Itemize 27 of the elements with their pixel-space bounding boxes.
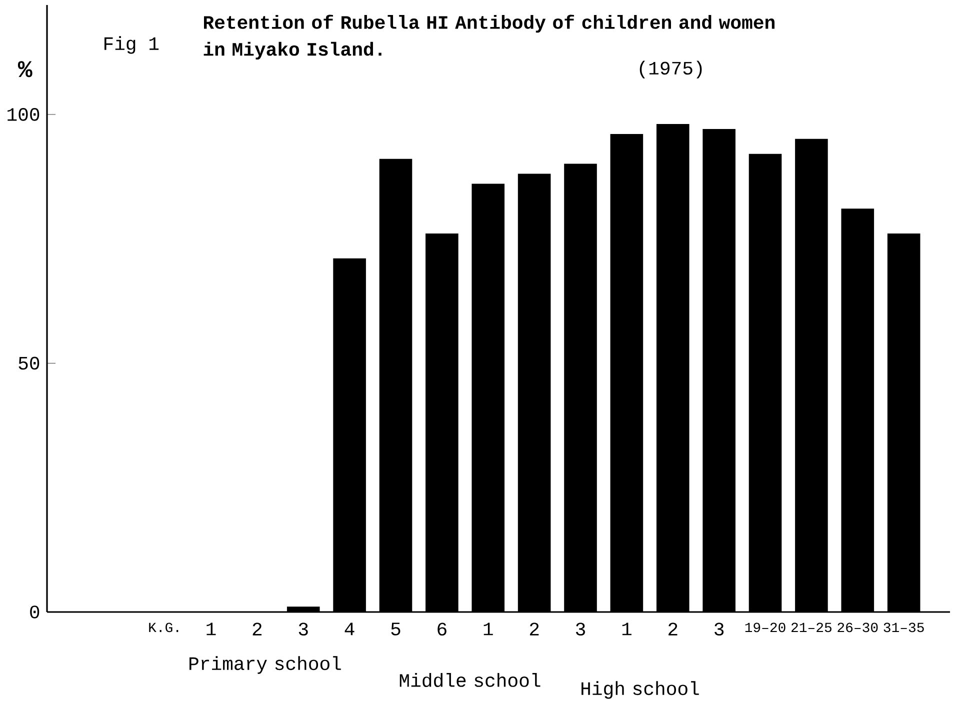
x-tick-label: 26–30 [838,622,878,632]
text: Retention of Rubella HI Antibody of children and women in Miyako Island. [204,14,774,60]
text: (1975) [640,60,702,78]
x-tick-label: 3 [714,622,724,636]
text: High school [582,681,699,699]
x-tick-label: 5 [391,622,400,636]
annotation: Fig 1 [104,36,159,54]
x-tick-label: 3 [298,622,308,636]
x-tick-label: 1 [484,622,493,636]
x-tick-label: 31–35 [884,622,924,632]
y-axis-title: % [18,61,32,78]
x-tick-label: 3 [576,622,585,636]
x-tick-label: 1 [206,622,216,636]
y-tick-label: 100 [8,108,40,121]
x-tick-label: 21–25 [791,622,832,632]
x-tick-label: K.G. [149,622,178,632]
x-tick-label: 19–20 [745,622,786,632]
x-tick-label: 2 [252,622,262,636]
text: Primary school [190,656,341,674]
x-tick-label: 6 [438,622,446,636]
x-tick-label: 4 [344,622,354,636]
x-tick-label: 2 [530,622,539,636]
text: Middle school [400,673,540,687]
x-tick-label: 2 [668,622,678,636]
x-tick-label: 1 [622,622,632,636]
y-tick-label: 50 [18,356,40,370]
y-tick-label: 0 [30,606,40,618]
